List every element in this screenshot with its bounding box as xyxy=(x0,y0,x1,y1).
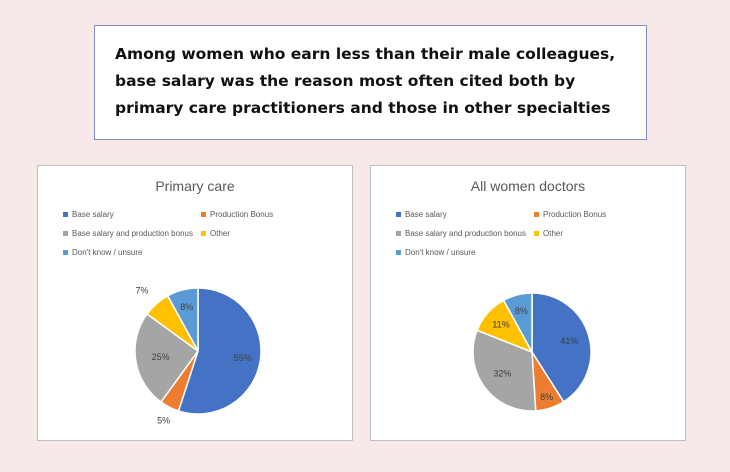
legend-label: Base salary and production bonus xyxy=(72,229,193,238)
chart-title: All women doctors xyxy=(470,178,586,194)
legend-swatch xyxy=(201,231,206,236)
legend-item-dont-know: Don't know / unsure xyxy=(396,248,475,257)
legend-label: Other xyxy=(543,229,564,238)
legend-swatch xyxy=(63,250,68,255)
data-label-base-salary: 55% xyxy=(234,353,252,363)
pie-slice-base-salary-and-production-bonus xyxy=(472,329,537,412)
headline-box: Among women who earn less than their mal… xyxy=(94,25,647,140)
data-label-other: 7% xyxy=(135,285,148,295)
chart-panel-all-women: All women doctors Base salary Production… xyxy=(370,165,686,441)
pie-chart-primary-care: 55% 5% 25% 7% 8% xyxy=(134,285,262,425)
legend-swatch xyxy=(396,212,401,217)
data-label-base-salary-and-production-bonus: 25% xyxy=(152,352,170,362)
legend-item-base-salary: Base salary xyxy=(396,210,447,219)
legend-item-base-and-bonus: Base salary and production bonus xyxy=(63,229,193,238)
legend-item-other: Other xyxy=(201,229,230,238)
legend-item-production-bonus: Production Bonus xyxy=(201,210,273,219)
data-label-base-salary-and-production-bonus: 32% xyxy=(493,369,511,379)
legend-swatch xyxy=(534,231,539,236)
data-label-production-bonus: 8% xyxy=(540,392,553,402)
legend-label: Other xyxy=(210,229,231,238)
legend-swatch xyxy=(396,231,401,236)
data-label-other: 11% xyxy=(492,320,509,330)
chart-title: Primary care xyxy=(155,178,235,194)
legend-item-base-and-bonus: Base salary and production bonus xyxy=(396,229,526,238)
chart-panel-primary-care: Primary care Base salary Production Bonu… xyxy=(37,165,353,441)
data-label-don-t-know-unsure: 8% xyxy=(515,306,528,316)
legend-swatch xyxy=(396,250,401,255)
legend-label: Don't know / unsure xyxy=(405,248,476,257)
pie-slice-don-t-know-unsure xyxy=(502,292,533,353)
legend-label: Don't know / unsure xyxy=(72,248,143,257)
legend-swatch xyxy=(534,212,539,217)
pie-slice-base-salary xyxy=(177,287,262,415)
legend-item-production-bonus: Production Bonus xyxy=(534,210,606,219)
legend-item-dont-know: Don't know / unsure xyxy=(63,248,142,257)
pie-chart-all-women: 41% 8% 32% 11% 8% xyxy=(472,292,592,412)
data-label-don-t-know-unsure: 8% xyxy=(180,302,193,312)
headline: Among women who earn less than their mal… xyxy=(115,45,616,117)
data-label-base-salary: 41% xyxy=(560,336,578,346)
legend-item-other: Other xyxy=(534,229,563,238)
legend-item-base-salary: Base salary xyxy=(63,210,114,219)
legend-label: Base salary xyxy=(405,210,447,219)
legend-swatch xyxy=(63,212,68,217)
pie-slice-base-salary-and-production-bonus xyxy=(134,312,200,404)
pie-slice-don-t-know-unsure xyxy=(166,287,199,352)
legend-label: Production Bonus xyxy=(543,210,607,219)
legend-label: Production Bonus xyxy=(210,210,274,219)
legend-swatch xyxy=(63,231,68,236)
legend-label: Base salary xyxy=(72,210,114,219)
legend-swatch xyxy=(201,212,206,217)
data-label-production-bonus: 5% xyxy=(157,415,170,425)
legend-label: Base salary and production bonus xyxy=(405,229,526,238)
